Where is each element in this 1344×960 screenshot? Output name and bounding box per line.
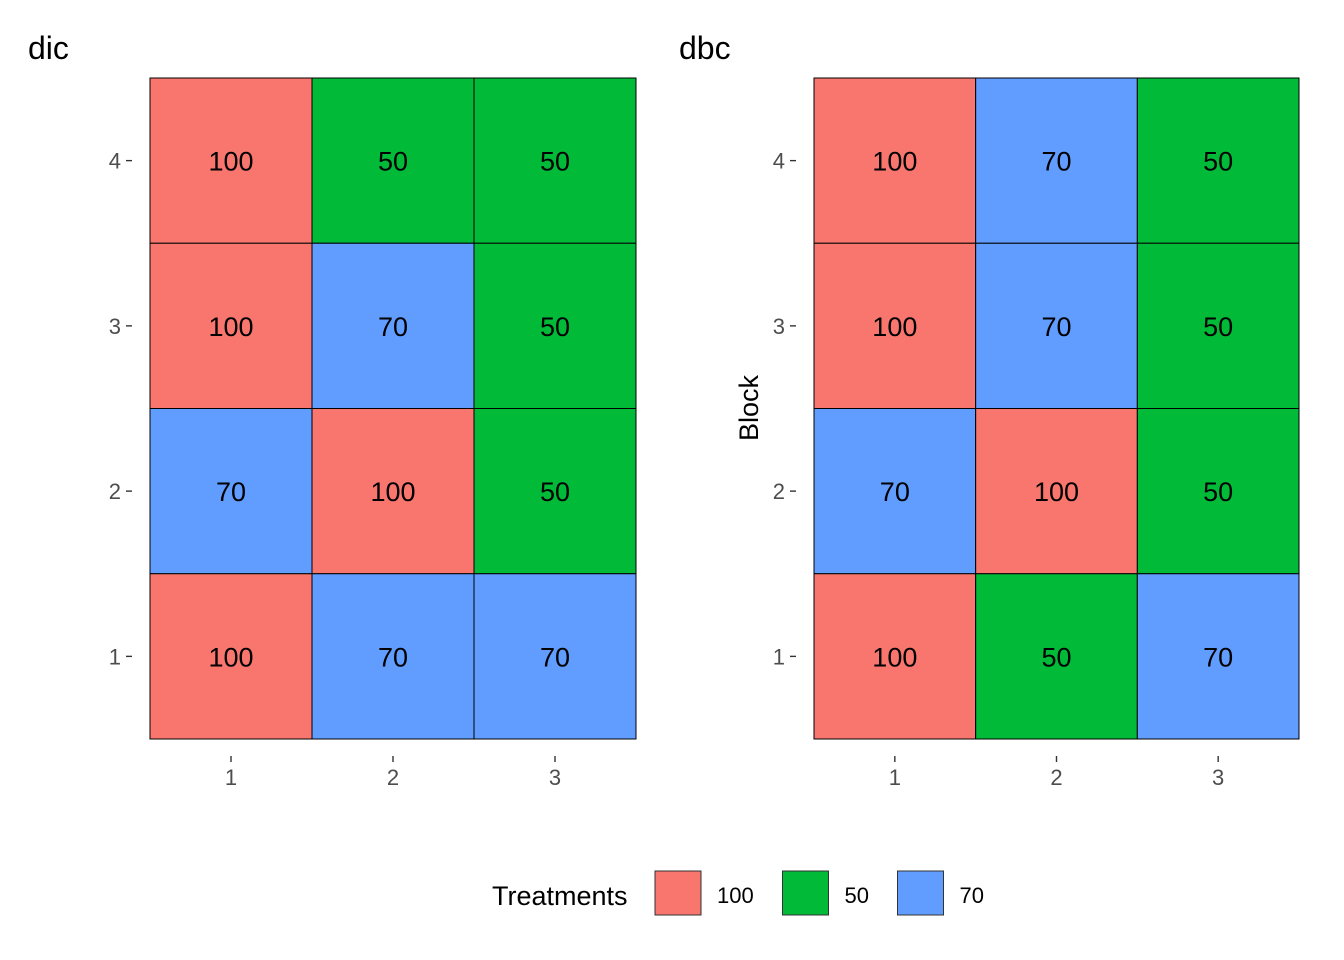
tile-dic-x1-y2 bbox=[149, 408, 313, 575]
tile-dbc-x1-y2 bbox=[813, 408, 977, 575]
cell-label-dbc-x1-y2: 70 bbox=[880, 477, 910, 507]
cell-label-dic-x2-y1: 70 bbox=[378, 642, 408, 672]
tile-dbc-x3-y3 bbox=[1136, 242, 1300, 409]
tile-dbc-x2-y2 bbox=[975, 408, 1138, 575]
y-tick-label-dbc-3: 3 bbox=[773, 314, 785, 339]
cell-label-dic-x2-y4: 50 bbox=[378, 147, 408, 177]
panel-dic: dic 100 50 50 100 70 50 70 100 50 100 70 70 1 2 3 4 1 2 3 bbox=[28, 30, 637, 790]
x-tick-label-dbc-1: 1 bbox=[889, 765, 901, 790]
plot-area-dic: 100 50 50 100 70 50 70 100 50 100 70 70 1 2 3 4 1 2 3 bbox=[109, 77, 637, 790]
cell-label-dbc-x3-y2: 50 bbox=[1203, 477, 1233, 507]
y-tick-label-dbc-4: 4 bbox=[773, 149, 785, 174]
cell-label-dic-x3-y4: 50 bbox=[540, 147, 570, 177]
y-tick-label-dbc-2: 2 bbox=[773, 479, 785, 504]
cell-label-dbc-x2-y4: 70 bbox=[1041, 147, 1071, 177]
cell-label-dbc-x1-y4: 100 bbox=[872, 147, 917, 177]
cell-label-dic-x2-y3: 70 bbox=[378, 312, 408, 342]
tile-dbc-x3-y4 bbox=[1136, 77, 1300, 244]
x-tick-label-dic-2: 2 bbox=[387, 765, 399, 790]
tile-dbc-x2-y4 bbox=[975, 77, 1138, 244]
tile-dic-x1-y4 bbox=[149, 77, 313, 244]
legend-title: Treatments bbox=[492, 881, 628, 911]
y-axis-title-dbc: Block bbox=[734, 374, 764, 441]
tile-dic-x2-y2 bbox=[311, 408, 475, 575]
cell-label-dic-x1-y2: 70 bbox=[216, 477, 246, 507]
tile-dbc-x3-y1 bbox=[1136, 573, 1300, 740]
tile-dic-x3-y3 bbox=[473, 242, 637, 409]
plot-area-dbc: 100 70 50 100 70 50 70 100 50 100 50 70 1 2 3 4 1 2 3 bbox=[773, 77, 1300, 790]
cell-label-dic-x1-y4: 100 bbox=[208, 147, 253, 177]
tile-dbc-x1-y1 bbox=[813, 573, 977, 740]
y-tick-label-dbc-1: 1 bbox=[773, 644, 785, 669]
tile-dbc-x3-y2 bbox=[1136, 408, 1300, 575]
cell-label-dbc-x2-y2: 100 bbox=[1034, 477, 1079, 507]
tile-dbc-x1-y4 bbox=[813, 77, 977, 244]
cell-label-dbc-x2-y3: 70 bbox=[1041, 312, 1071, 342]
cell-label-dbc-x2-y1: 50 bbox=[1041, 642, 1071, 672]
cell-label-dbc-x3-y4: 50 bbox=[1203, 147, 1233, 177]
legend-keys: 100 50 70 bbox=[654, 870, 984, 916]
cell-label-dic-x1-y3: 100 bbox=[208, 312, 253, 342]
legend-key-70 bbox=[897, 870, 944, 916]
tile-dic-x1-y1 bbox=[149, 573, 313, 740]
cell-label-dic-x3-y3: 50 bbox=[540, 312, 570, 342]
panel-title-dic: dic bbox=[28, 30, 69, 66]
x-tick-label-dic-1: 1 bbox=[225, 765, 237, 790]
y-tick-label-dic-2: 2 bbox=[109, 479, 121, 504]
y-tick-label-dic-3: 3 bbox=[109, 314, 121, 339]
panel-dbc: dbc Block 100 70 50 100 70 50 70 100 50 100 50 70 1 2… bbox=[679, 30, 1300, 790]
cell-label-dic-x3-y1: 70 bbox=[540, 642, 570, 672]
y-tick-label-dic-4: 4 bbox=[109, 149, 121, 174]
cell-label-dic-x2-y2: 100 bbox=[370, 477, 415, 507]
cell-label-dbc-x1-y3: 100 bbox=[872, 312, 917, 342]
y-tick-label-dic-1: 1 bbox=[109, 644, 121, 669]
legend-label-50: 50 bbox=[845, 883, 869, 908]
legend: Treatments 100 50 70 bbox=[492, 870, 984, 916]
panel-title-dbc: dbc bbox=[679, 30, 731, 66]
cell-label-dic-x3-y2: 50 bbox=[540, 477, 570, 507]
tile-dic-x2-y4 bbox=[311, 77, 475, 244]
cell-label-dbc-x3-y1: 70 bbox=[1203, 642, 1233, 672]
x-tick-label-dic-3: 3 bbox=[549, 765, 561, 790]
legend-label-100: 100 bbox=[717, 883, 754, 908]
x-tick-label-dbc-3: 3 bbox=[1212, 765, 1224, 790]
tile-dbc-x2-y3 bbox=[975, 242, 1138, 409]
legend-key-100 bbox=[654, 870, 702, 916]
tile-dic-x1-y3 bbox=[149, 242, 313, 409]
legend-key-50 bbox=[782, 870, 829, 916]
tile-dic-x3-y4 bbox=[473, 77, 637, 244]
tile-dic-x3-y1 bbox=[473, 573, 637, 740]
cell-label-dic-x1-y1: 100 bbox=[208, 642, 253, 672]
tile-dic-x2-y3 bbox=[311, 242, 475, 409]
cell-label-dbc-x3-y3: 50 bbox=[1203, 312, 1233, 342]
x-tick-label-dbc-2: 2 bbox=[1050, 765, 1062, 790]
tile-dbc-x2-y1 bbox=[975, 573, 1138, 740]
cell-label-dbc-x1-y1: 100 bbox=[872, 642, 917, 672]
tile-dbc-x1-y3 bbox=[813, 242, 977, 409]
legend-label-70: 70 bbox=[960, 883, 984, 908]
